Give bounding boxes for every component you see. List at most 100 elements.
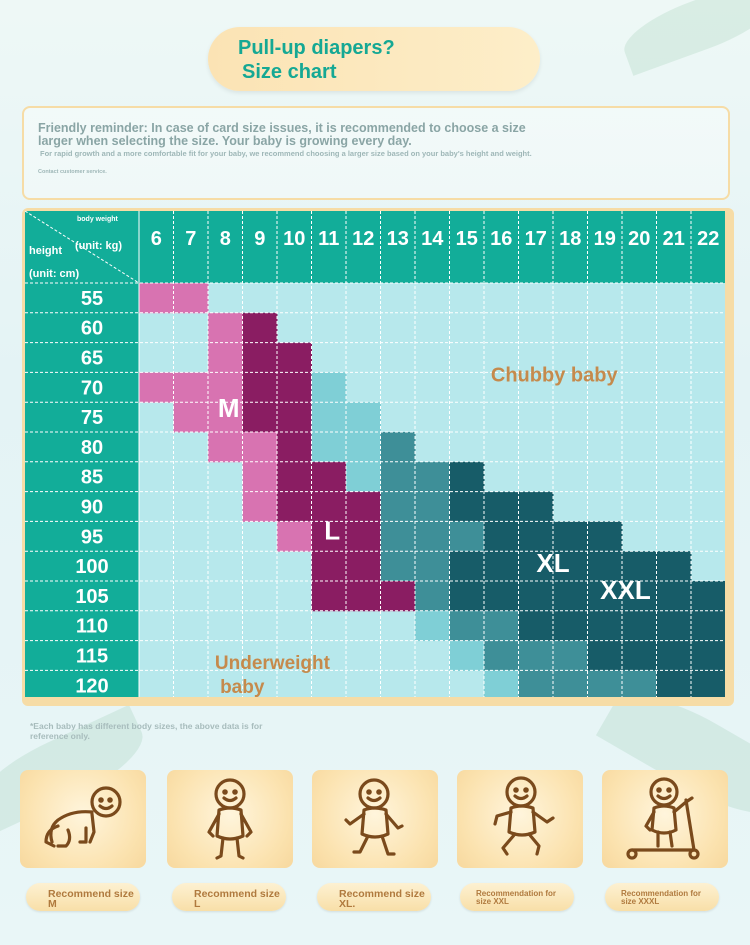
height-tick-label: 90 (81, 497, 103, 519)
size-cell (311, 521, 347, 552)
size-cell (587, 670, 623, 697)
size-cell (277, 491, 312, 522)
corner-weight-label: body weight (77, 216, 119, 223)
size-cell (346, 551, 381, 582)
size-cell (484, 581, 519, 612)
weight-header-row (25, 211, 725, 283)
size-cell (587, 610, 623, 642)
size-cell (208, 312, 243, 344)
standing-baby-icon (207, 778, 253, 860)
recommend-m-button[interactable]: Recommend size M (26, 883, 140, 911)
weight-tick-label: 6 (151, 228, 162, 250)
size-cell (173, 402, 209, 433)
weight-tick-label: 7 (185, 228, 196, 250)
size-cell (518, 491, 554, 522)
size-cell (553, 610, 588, 642)
size-cell (622, 670, 657, 697)
reminder-box: Friendly reminder: In case of card size … (22, 106, 730, 200)
size-cell (277, 432, 312, 463)
size-cell (346, 581, 381, 612)
card-scooter (602, 770, 728, 868)
size-cell (518, 551, 554, 582)
size-cell (553, 670, 588, 697)
card-crawling (20, 770, 146, 868)
size-cell (553, 640, 588, 671)
size-cell (656, 610, 692, 642)
height-tick-label: 95 (81, 526, 103, 548)
size-cell (518, 670, 554, 697)
size-cell (311, 491, 347, 522)
size-cell (346, 432, 381, 463)
background-leaf (616, 0, 750, 76)
size-cell (587, 581, 623, 612)
height-header-column (25, 211, 139, 697)
size-cell (242, 312, 278, 344)
size-cell (242, 372, 278, 403)
size-cell (518, 610, 554, 642)
weight-tick-label: 21 (663, 228, 685, 250)
height-tick-label: 115 (76, 646, 108, 668)
size-cell (242, 342, 278, 373)
size-cell (484, 610, 519, 642)
size-cell (449, 521, 485, 552)
size-cell (518, 521, 554, 552)
size-cell (656, 670, 692, 697)
size-cell (484, 640, 519, 671)
size-cell (277, 402, 312, 433)
size-cell (415, 461, 450, 493)
size-cell (553, 521, 588, 552)
recommend-xl-button[interactable]: Recommend size XL. (317, 883, 431, 911)
weight-tick-label: 19 (594, 228, 616, 250)
size-cell (691, 581, 725, 612)
size-cell (346, 521, 381, 552)
size-cell (449, 640, 485, 671)
height-tick-label: 55 (81, 288, 103, 310)
corner-height-unit: (unit: cm) (29, 268, 79, 280)
weight-tick-label: 22 (697, 228, 719, 250)
size-cell (208, 432, 243, 463)
size-cell (484, 491, 519, 522)
size-cell (208, 342, 243, 373)
size-cell (691, 670, 725, 697)
size-cell (346, 491, 381, 522)
card-standing (167, 770, 293, 868)
size-cell (242, 402, 278, 433)
reminder-main-text: Friendly reminder: In case of card size … (38, 121, 526, 148)
size-cell (415, 491, 450, 522)
title-line-2: Size chart (242, 61, 337, 83)
corner-height-label: height (29, 245, 62, 257)
size-cell (656, 581, 692, 612)
size-cell (691, 640, 725, 671)
contact-customer-service-text[interactable]: Contact customer service. (38, 169, 107, 175)
size-cell (380, 491, 416, 522)
card-running (457, 770, 583, 868)
size-cell (587, 640, 623, 671)
size-cell (449, 581, 485, 612)
recommend-xxxl-button[interactable]: Recommendation for size XXXL (605, 883, 719, 911)
weight-tick-label: 20 (628, 228, 650, 250)
size-label: L (324, 515, 340, 545)
running-baby-icon (493, 776, 555, 856)
recommend-l-button[interactable]: Recommend size L (172, 883, 286, 911)
recommend-m-label: Recommend size M (48, 888, 134, 910)
height-tick-label: 120 (75, 675, 108, 697)
size-cell (173, 372, 209, 403)
size-cell (311, 372, 347, 403)
recommend-xxl-button[interactable]: Recommendation for size XXL (460, 883, 574, 911)
size-label: XXL (600, 575, 651, 605)
size-cell (277, 372, 312, 403)
size-cell (380, 581, 416, 612)
weight-tick-label: 18 (559, 228, 581, 250)
size-cell (208, 402, 243, 433)
size-label: XL (536, 548, 569, 578)
height-tick-label: 75 (81, 407, 103, 429)
size-cell (622, 640, 657, 671)
size-cell (622, 551, 657, 582)
size-cell (656, 640, 692, 671)
size-cell (242, 461, 278, 493)
size-cell (311, 581, 347, 612)
size-cell (311, 551, 347, 582)
size-chart: 6 7 8 9 10 11 12 13 14 15 16 17 18 19 20 21 22 55 60 65 70 75… (25, 211, 725, 697)
weight-tick-label: 11 (318, 228, 339, 250)
size-cell (518, 581, 554, 612)
